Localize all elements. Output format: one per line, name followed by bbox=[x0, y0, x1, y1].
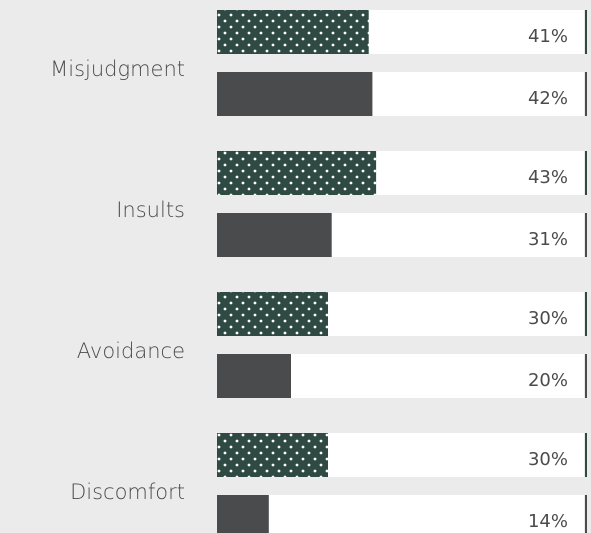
value-label: 14% bbox=[528, 511, 568, 532]
bar-track bbox=[217, 495, 584, 533]
bar bbox=[217, 10, 369, 54]
value-label: 30% bbox=[528, 308, 568, 329]
value-label: 43% bbox=[528, 167, 568, 188]
value-label: 41% bbox=[528, 26, 568, 47]
bar bbox=[217, 151, 377, 195]
value-label: 20% bbox=[528, 370, 568, 391]
value-label: 31% bbox=[528, 229, 568, 250]
category-label: Insults bbox=[116, 198, 185, 222]
category-label: Discomfort bbox=[70, 480, 185, 504]
value-label: 42% bbox=[528, 88, 568, 109]
category-label: Misjudgment bbox=[50, 57, 185, 81]
bar bbox=[217, 354, 291, 398]
bar bbox=[217, 433, 328, 477]
bar bbox=[217, 292, 328, 336]
bar bbox=[217, 213, 332, 257]
category-label: Avoidance bbox=[77, 339, 185, 363]
bar bbox=[217, 495, 269, 533]
value-label: 30% bbox=[528, 449, 568, 470]
bar bbox=[217, 72, 373, 116]
